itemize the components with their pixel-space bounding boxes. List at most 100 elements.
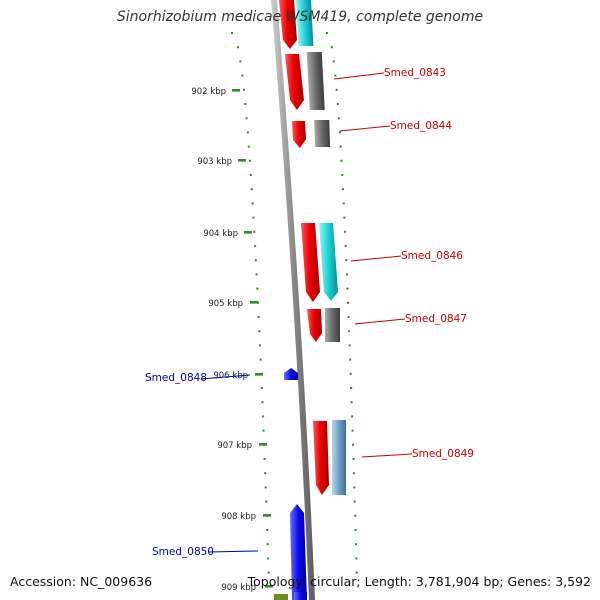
ruler-dot (336, 103, 339, 105)
ruler-dot (245, 117, 248, 120)
ruler-dot (257, 301, 259, 304)
cds-smed-0846-cyan (319, 223, 338, 301)
ruler-dot (344, 245, 347, 247)
ruler-dot (349, 358, 352, 361)
ruler-dot (348, 330, 351, 333)
ruler-dot (251, 202, 254, 205)
leader-smed-0848 (200, 374, 251, 380)
ruler-dot (345, 259, 348, 262)
gene-label-smed-0848[interactable]: Smed_0848 (145, 372, 207, 384)
ruler-dot (248, 159, 251, 162)
ruler-dot (326, 32, 328, 34)
ruler-dot (354, 529, 357, 531)
ruler-dot (348, 344, 351, 347)
inner-ruler-dots (231, 32, 270, 574)
ruler-dot (351, 429, 354, 432)
ruler-dot (263, 443, 266, 446)
cds-smed-0846-red (301, 223, 320, 302)
ruler-dot (264, 472, 267, 475)
ruler-dot (255, 273, 258, 276)
ruler-dot (257, 316, 260, 318)
ruler-dot (241, 74, 244, 77)
gene-label-smed-0843[interactable]: Smed_0843 (384, 67, 446, 79)
ruler-dot (346, 287, 349, 290)
kbp-label-907: 907 kbp (217, 441, 252, 451)
ruler-dot (265, 500, 268, 503)
ruler-dot (332, 60, 335, 63)
ruler-dot (253, 230, 256, 233)
ruler-dot (347, 301, 349, 304)
cds-smed-0847-gray (325, 308, 340, 342)
ruler-dot (352, 443, 354, 446)
cds-smed-0843-gray (306, 52, 325, 110)
ruler-dot (354, 514, 357, 517)
leader-smed-0850 (208, 550, 259, 553)
kbp-label-909: 909 kbp (221, 583, 256, 593)
ruler-dot (256, 287, 259, 290)
gene-label-smed-0850[interactable]: Smed_0850 (152, 546, 214, 558)
ruler-dot (338, 131, 341, 134)
cds-smed-0848-blue (284, 368, 298, 380)
ruler-dot (242, 88, 245, 91)
leader-smed-0849 (361, 453, 413, 458)
ruler-dot (231, 32, 233, 34)
ruler-dot (266, 543, 269, 546)
kbp-tick-906 (255, 373, 263, 376)
ruler-dot (335, 88, 338, 91)
ruler-dot (342, 188, 344, 191)
kbp-tick-904 (244, 231, 252, 234)
leader-smed-0846 (350, 255, 402, 262)
ruler-dot (345, 273, 348, 276)
accession-text: Accession: NC_009636 (10, 574, 153, 589)
kbp-tick-902 (232, 89, 240, 92)
ruler-dot (355, 557, 358, 560)
ruler-dot (334, 74, 337, 77)
kbp-label-904: 904 kbp (203, 229, 238, 239)
ruler-dot (260, 387, 263, 389)
cds-smed-0849-red (313, 421, 329, 495)
kbp-tick-907 (259, 443, 267, 446)
gene-label-smed-0849[interactable]: Smed_0849 (412, 448, 474, 460)
kbp-tick-909 (265, 585, 273, 588)
ruler-dot (258, 330, 261, 333)
kbp-label-902: 902 kbp (191, 87, 226, 97)
ruler-dot (341, 174, 344, 176)
kbp-tick-905 (250, 301, 258, 304)
outer-ruler-dots (326, 32, 358, 574)
kbp-label-908: 908 kbp (221, 512, 256, 522)
leader-lines (200, 72, 413, 553)
gene-label-smed-0844[interactable]: Smed_0844 (390, 120, 452, 132)
ruler-dot (264, 486, 267, 489)
ruler-dot (261, 415, 264, 418)
ruler-dot (343, 216, 346, 219)
cds-top-red (279, 0, 297, 49)
cds-smed-0844-red (292, 121, 306, 148)
ruler-dot (247, 145, 250, 148)
ruler-dot (350, 387, 353, 389)
ruler-dot (237, 46, 239, 49)
gene-label-smed-0846[interactable]: Smed_0846 (401, 250, 463, 262)
gene-label-smed-0847[interactable]: Smed_0847 (405, 313, 467, 325)
genome-backbone (271, 0, 315, 600)
ruler-dot (340, 159, 343, 162)
cds-smed-0844-gray (314, 120, 331, 147)
ruler-dot (260, 372, 263, 375)
ruler-dot (254, 259, 257, 262)
ruler-dot (349, 372, 352, 375)
map-title: Sinorhizobium medicae WSM419, complete g… (116, 9, 484, 25)
leader-smed-0847 (354, 318, 406, 325)
leader-smed-0844 (339, 125, 391, 132)
kbp-label-905: 905 kbp (208, 299, 243, 309)
kbp-label-903: 903 kbp (197, 157, 232, 167)
ruler-dot (353, 486, 356, 489)
ruler-dot (244, 103, 247, 105)
ruler-dot (261, 401, 264, 404)
ruler-dot (254, 245, 257, 247)
cds-features (274, 0, 346, 600)
ruler-dot (246, 131, 249, 134)
cds-top-cyan (296, 0, 314, 46)
ruler-dot (330, 46, 333, 49)
ruler-dot (252, 216, 255, 219)
cds-smed-0849-steel (332, 420, 346, 495)
leader-smed-0843 (333, 72, 385, 80)
